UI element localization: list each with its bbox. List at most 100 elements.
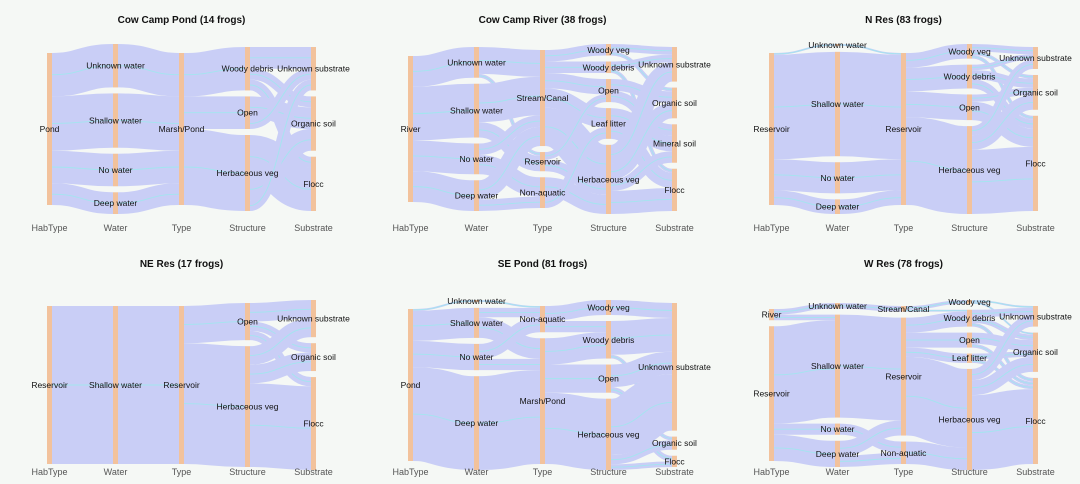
flow-edge	[905, 50, 968, 61]
node-label-pond: Pond	[40, 124, 60, 134]
node-label-stream-canal: Stream/Canal	[517, 93, 569, 103]
node-bar-deep-water	[474, 376, 479, 470]
node-bar-stream-canal	[540, 50, 545, 147]
panel-title: SE Pond (81 frogs)	[498, 259, 587, 270]
axis-label-habtype: HabType	[753, 223, 789, 233]
flow-edge	[544, 97, 607, 119]
node-bar-herbaceous-veg	[606, 398, 611, 470]
flow-edge	[773, 305, 836, 313]
node-bar-organic-soil	[311, 343, 316, 372]
flow-edge	[905, 103, 968, 108]
node-label-unknown-substrate: Unknown substrate	[999, 53, 1072, 63]
node-bar-shallow-water	[835, 51, 840, 157]
node-label-shallow-water: Shallow water	[89, 116, 142, 126]
sankey-panel-cow-camp-river-38-frogs: River Unknown water Shallow water No water D…	[392, 15, 711, 233]
flow-edge	[773, 447, 836, 455]
flow-edge	[51, 193, 114, 204]
flow-edge	[773, 197, 836, 208]
flow-edge	[905, 395, 968, 409]
flow-edge	[544, 97, 607, 157]
node-label-no-water: No water	[820, 173, 854, 183]
flow-edge	[412, 61, 475, 72]
flow-edge	[544, 427, 607, 435]
node-bar-open	[245, 303, 250, 341]
flow-edge	[610, 110, 673, 173]
axis-label-structure: Structure	[951, 467, 988, 477]
node-label-organic-soil: Organic soil	[1013, 87, 1058, 97]
node-label-no-water: No water	[459, 154, 493, 164]
node-bar-woody-veg	[606, 300, 611, 316]
node-bar-herbaceous-veg	[245, 346, 250, 467]
node-label-unknown-water: Unknown water	[447, 296, 506, 306]
node-label-open: Open	[598, 374, 619, 384]
axis-label-water: Water	[465, 223, 489, 233]
node-bar-leaf-litter	[606, 108, 611, 139]
axis-label-water: Water	[104, 467, 128, 477]
node-label-open: Open	[237, 317, 258, 327]
axis-label-type: Type	[533, 223, 553, 233]
axis-label-type: Type	[172, 223, 192, 233]
flow-edge	[971, 345, 1034, 384]
node-label-organic-soil: Organic soil	[652, 98, 697, 108]
node-label-reservoir: Reservoir	[885, 124, 922, 134]
node-label-stream-canal: Stream/Canal	[878, 304, 930, 314]
axis-label-type: Type	[894, 223, 914, 233]
flow-edge	[183, 403, 246, 408]
panel-title: N Res (83 frogs)	[865, 15, 942, 26]
node-bar-marsh-pond	[179, 53, 184, 205]
node-bar-non-aquatic	[540, 306, 545, 333]
node-bar-no-water	[113, 153, 118, 187]
flow-edge	[117, 65, 180, 76]
node-bar-organic-soil	[672, 87, 677, 119]
node-label-woody-debris: Woody debris	[583, 62, 635, 72]
node-label-unknown-substrate: Unknown substrate	[999, 311, 1072, 321]
node-bar-flocc	[311, 156, 316, 211]
node-label-organic-soil: Organic soil	[291, 119, 336, 129]
node-bar-herbaceous-veg	[967, 126, 972, 214]
panel-title: Cow Camp River (38 frogs)	[479, 15, 607, 26]
node-label-organic-soil: Organic soil	[1013, 347, 1058, 357]
flow-edge	[773, 368, 836, 376]
node-bar-woody-debris	[606, 321, 611, 359]
node-bar-river	[769, 309, 774, 321]
flow-edge	[905, 318, 968, 326]
flow-edge	[971, 47, 1034, 52]
flow-edge	[544, 80, 607, 88]
node-bar-reservoir	[540, 152, 545, 172]
axis-label-structure: Structure	[229, 223, 266, 233]
node-label-unknown-water: Unknown water	[86, 61, 145, 71]
flow-edge	[478, 300, 541, 308]
flow-edge	[249, 424, 312, 429]
node-label-deep-water: Deep water	[455, 418, 499, 428]
axis-label-substrate: Substrate	[1016, 223, 1055, 233]
flow-edge	[610, 444, 673, 461]
node-label-unknown-substrate: Unknown substrate	[277, 64, 350, 74]
node-label-leaf-litter: Leaf litter	[952, 353, 987, 363]
flow-edge	[773, 174, 836, 179]
node-label-marsh-pond: Marsh/Pond	[159, 124, 205, 134]
flow-edge	[971, 74, 1034, 84]
node-bar-shallow-water	[113, 93, 118, 148]
sankey-panel-ne-res-17-frogs: Reservoir Shallow water Reservoir Open Herba…	[31, 259, 350, 477]
flow-edge	[971, 300, 1034, 308]
node-label-deep-water: Deep water	[94, 198, 138, 208]
node-label-shallow-water: Shallow water	[811, 361, 864, 371]
flow-edge	[117, 120, 180, 125]
flow-edge	[249, 106, 312, 119]
flow-edge	[117, 193, 180, 204]
node-label-no-water: No water	[820, 424, 854, 434]
node-label-organic-soil: Organic soil	[652, 438, 697, 448]
node-bar-open	[245, 96, 250, 129]
node-label-woody-veg: Woody veg	[587, 303, 630, 313]
node-label-shallow-water: Shallow water	[450, 318, 503, 328]
flow-edge	[839, 174, 902, 179]
flow-edge	[905, 76, 968, 81]
flow-edge	[478, 120, 541, 150]
flow-edge	[610, 156, 673, 186]
flow-edge	[412, 300, 475, 311]
flow-edge	[544, 344, 607, 352]
node-label-reservoir: Reservoir	[885, 372, 922, 382]
flow-edge	[773, 103, 836, 108]
flow-edge	[51, 166, 114, 171]
flow-edge	[971, 63, 1034, 132]
